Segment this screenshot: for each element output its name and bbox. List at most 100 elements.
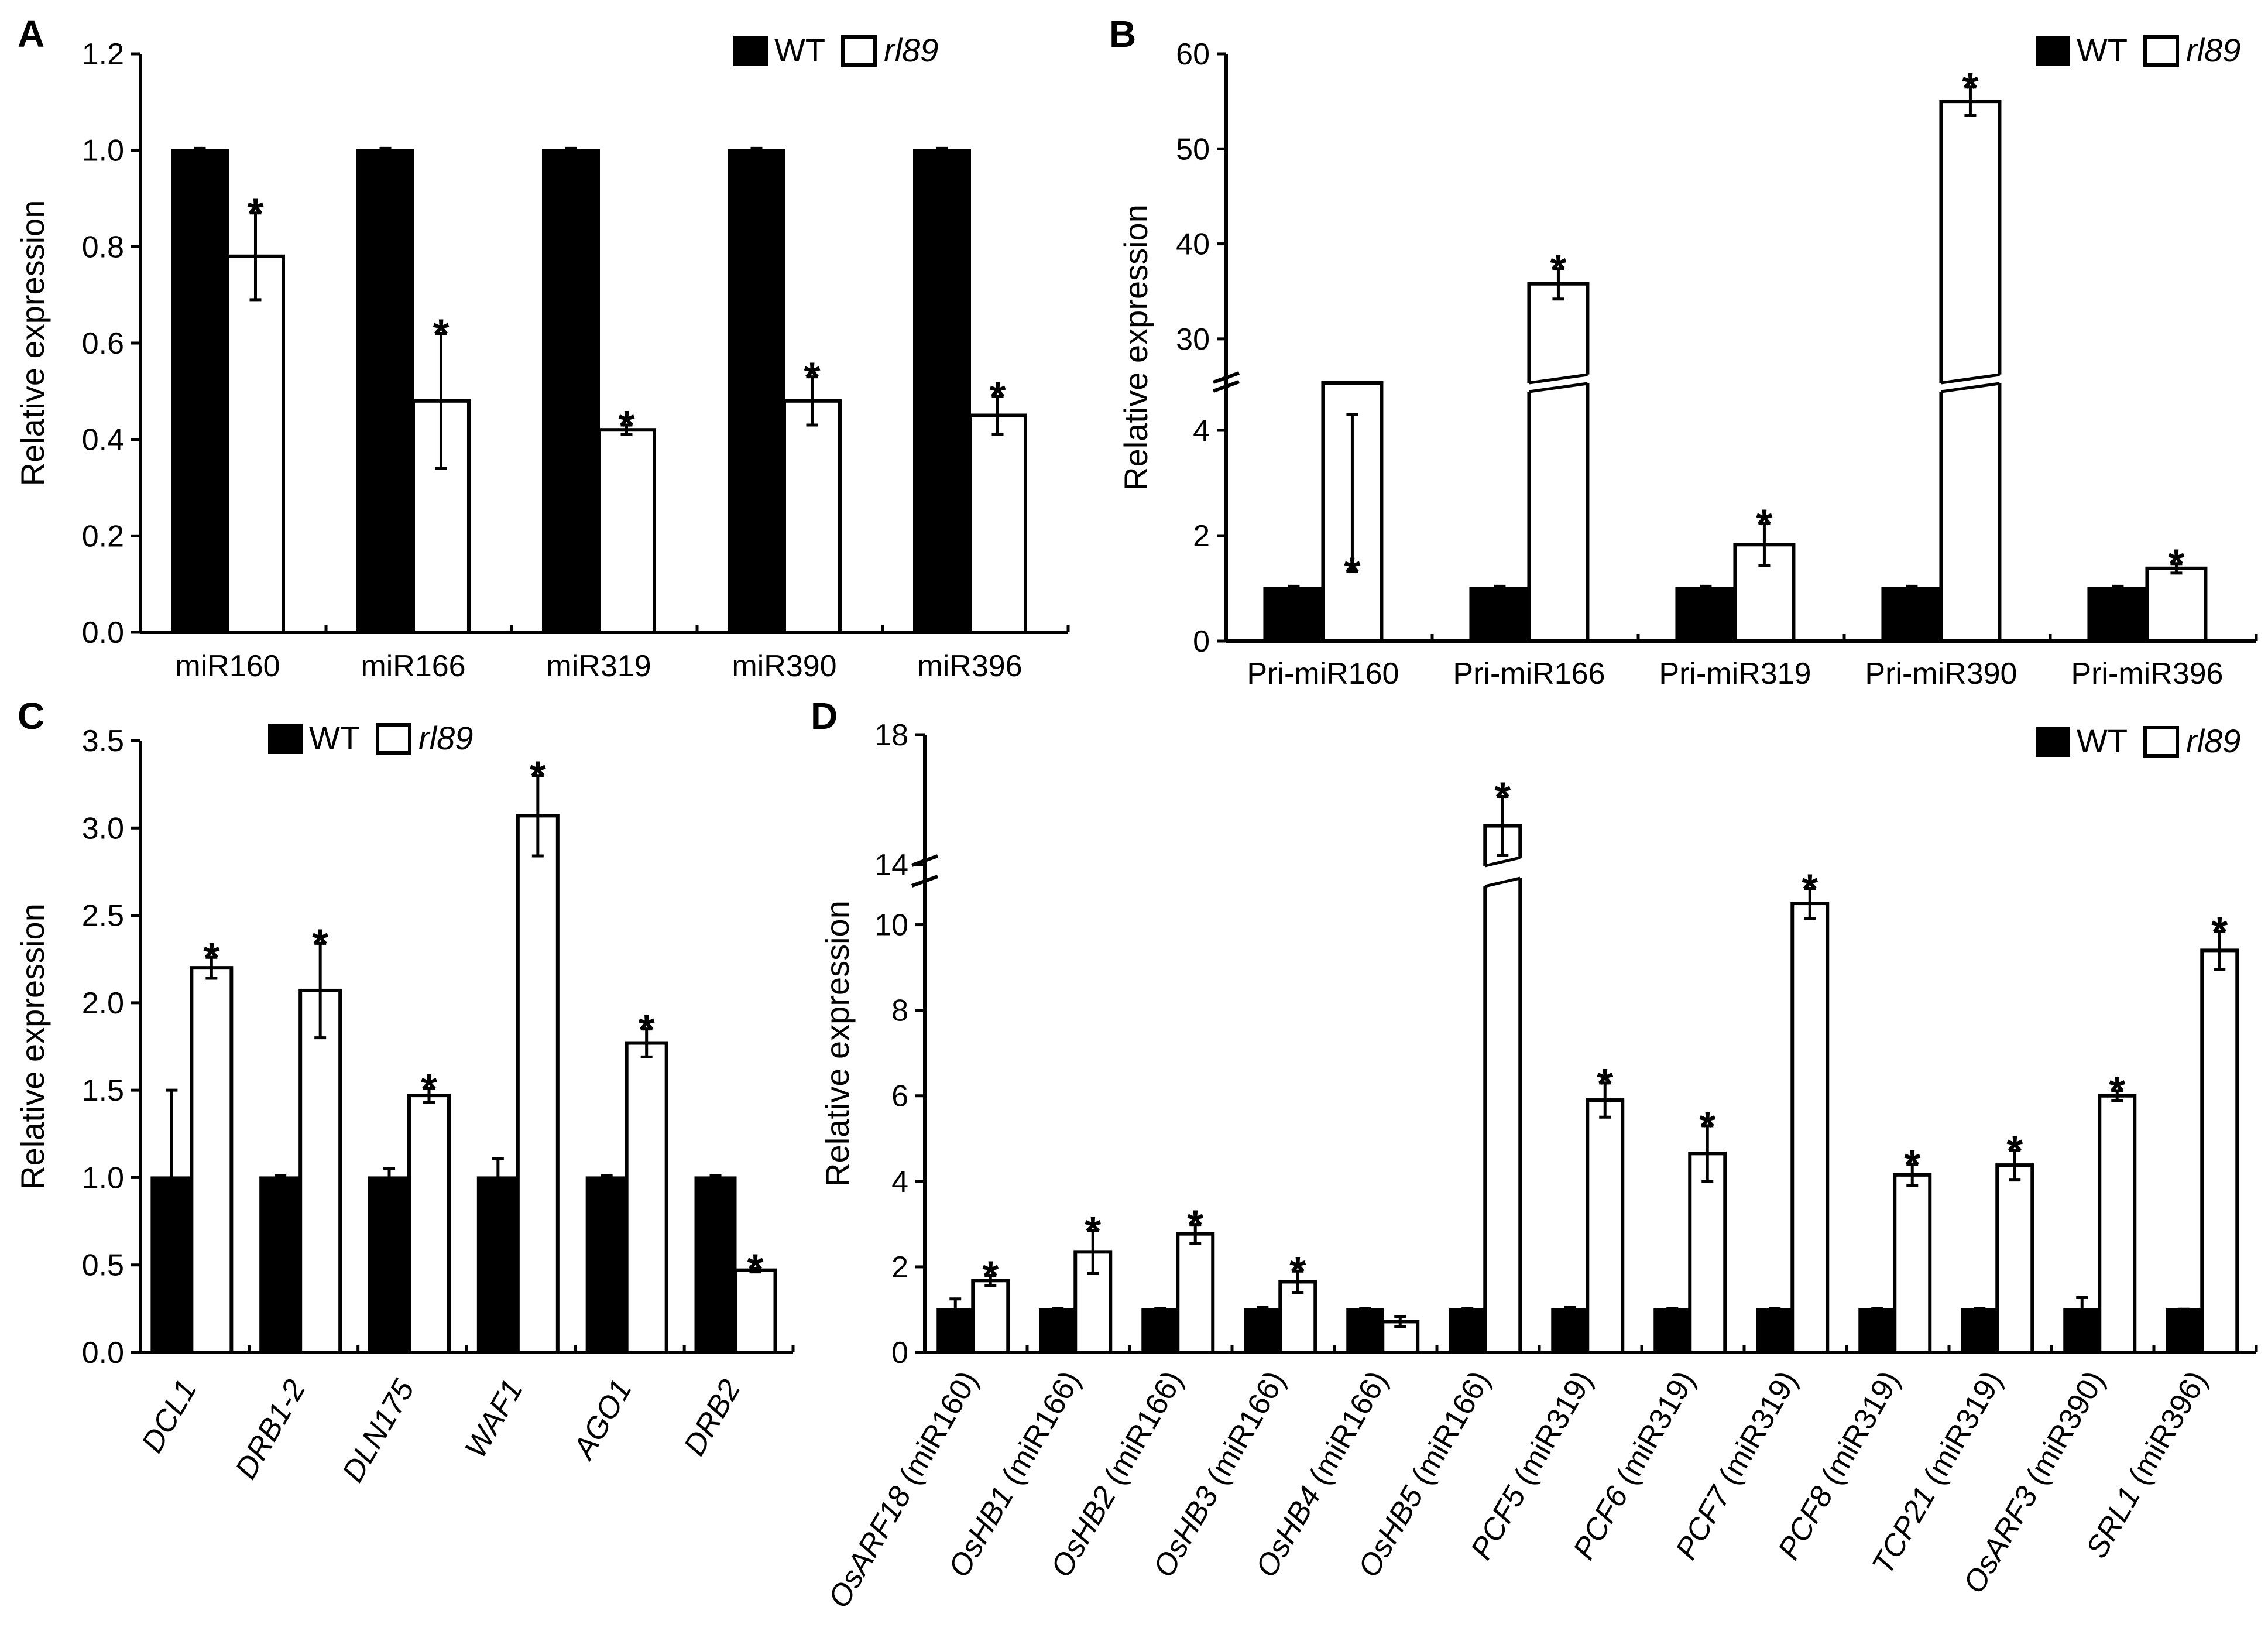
legend-label-mutant: rl89 (418, 720, 473, 756)
category-gene: OsARF18 (822, 1481, 918, 1614)
y-axis-label: Relative expression (14, 903, 51, 1190)
significance-star: * (982, 1253, 999, 1300)
significance-star: * (2168, 542, 2184, 588)
category-label: DRB2 (677, 1374, 747, 1461)
bar-wt (1263, 587, 1325, 642)
category-gene: PCF8 (1772, 1481, 1840, 1565)
y-axis-label: Relative expression (819, 900, 856, 1187)
bar-wt (694, 1176, 737, 1354)
significance-star: * (2006, 1128, 2023, 1175)
significance-star: * (1904, 1142, 1920, 1189)
significance-star: * (804, 355, 820, 402)
legend-label-mutant: rl89 (2186, 32, 2240, 68)
bar-mutant (225, 254, 285, 634)
legend-label-wt: WT (2077, 722, 2128, 759)
category-mirna: (miR319) (1610, 1365, 1701, 1491)
bar-mutant (596, 428, 656, 634)
bar-mutant (733, 1268, 777, 1354)
legend-label-wt: WT (774, 32, 825, 68)
category-mirna: (miR319) (1712, 1365, 1804, 1491)
category-gene: OsHB5 (1351, 1481, 1430, 1583)
bar-break-gap (1937, 374, 2003, 392)
legend-label-wt: WT (2077, 32, 2128, 68)
legend-swatch-wt (268, 724, 303, 754)
bar-break-line (1529, 382, 1588, 393)
panel-letter: C (18, 695, 44, 737)
category-mirna: (miR396) (2122, 1365, 2214, 1491)
bar-wt (727, 149, 785, 633)
category-label: Pri-miR160 (1247, 657, 1399, 691)
significance-star: * (1802, 866, 1818, 913)
significance-star: * (1597, 1061, 1613, 1108)
y-tick-label: 1.2 (82, 37, 124, 71)
significance-star: * (312, 921, 328, 968)
bar-wt (1551, 1308, 1589, 1354)
y-tick-label: 1.0 (82, 134, 124, 168)
bar-mutant (190, 966, 234, 1354)
legend-label-wt: WT (309, 720, 360, 756)
category-gene: OsHB2 (1044, 1481, 1123, 1583)
bar-wt (1449, 1308, 1487, 1354)
bar-wt (2087, 587, 2149, 642)
category-gene: OsHB1 (942, 1481, 1020, 1583)
y-tick-label: 0.5 (82, 1249, 124, 1283)
legend-swatch-mutant (2143, 35, 2179, 67)
category-label: AGO1 (566, 1374, 639, 1466)
bar-mutant (298, 988, 342, 1354)
y-tick-label: 0.0 (82, 1336, 124, 1370)
bar-wt (368, 1176, 411, 1354)
category-mirna: (miR160) (893, 1365, 984, 1491)
category-label: miR396 (917, 649, 1022, 683)
category-gene: OsHB4 (1249, 1481, 1327, 1583)
significance-star: * (1344, 549, 1360, 596)
y-tick-label: 6 (891, 1080, 908, 1114)
bar-wt (356, 149, 414, 633)
category-mirna: (miR166) (995, 1365, 1087, 1491)
significance-star: * (618, 403, 634, 450)
significance-star: * (203, 935, 219, 982)
y-tick-label: 0.0 (82, 616, 124, 650)
y-axis-label: Relative expression (14, 200, 51, 487)
axis-break-mark (911, 875, 939, 888)
y-tick-label: 0.6 (82, 327, 124, 361)
y-tick-label: 10 (874, 909, 908, 943)
category-label: DLN175 (336, 1373, 421, 1488)
panel-d: D Relative expression 0 2 4 6 8 10 14 18 WT rl89 * Os… (811, 695, 2258, 1614)
category-label: WAF1 (458, 1374, 530, 1464)
category-mirna: (miR166) (1097, 1365, 1189, 1491)
y-tick-label: 0.8 (82, 230, 124, 264)
y-tick-label: 2.5 (82, 899, 124, 933)
category-label: DCL1 (135, 1374, 204, 1458)
panel-c: C Relative expression 0.0 0.5 1.0 1.5 2.0 2.5 3.… (14, 695, 795, 1488)
bar-mutant (407, 1094, 451, 1354)
significance-star: * (2109, 1068, 2125, 1115)
category-label: Pri-miR396 (2071, 657, 2223, 691)
significance-star: * (1494, 775, 1511, 821)
category-label: miR319 (546, 649, 651, 683)
bar-mutant (2098, 1094, 2137, 1354)
bar-break-line (1941, 382, 2000, 393)
bar-mutant (516, 814, 560, 1354)
bar-mutant (1995, 1163, 2034, 1354)
bar-wt (1141, 1308, 1179, 1354)
y-tick-label: 8 (891, 994, 908, 1028)
bar-wt (541, 149, 600, 633)
category-mirna: (miR319) (1814, 1365, 1906, 1491)
bar-wt (1653, 1308, 1691, 1354)
category-label: DRB1-2 (229, 1374, 313, 1485)
significance-star: * (421, 1066, 437, 1113)
significance-star: * (530, 753, 546, 800)
category-mirna: (miR319) (1917, 1365, 2009, 1491)
legend-swatch-wt (2036, 727, 2070, 757)
axis-break-mark (1212, 380, 1240, 393)
significance-star: * (1756, 501, 1772, 548)
y-tick-label: 40 (1176, 228, 1210, 262)
y-tick-label: 0 (891, 1336, 908, 1370)
category-gene: TCP21 (1865, 1481, 1942, 1580)
significance-star: * (1085, 1208, 1101, 1255)
bar-break-line (1484, 856, 1521, 868)
significance-star: * (433, 311, 449, 358)
legend-swatch-mutant (841, 35, 877, 67)
y-tick-label: 50 (1176, 132, 1210, 166)
bar-wt (1961, 1308, 1999, 1354)
